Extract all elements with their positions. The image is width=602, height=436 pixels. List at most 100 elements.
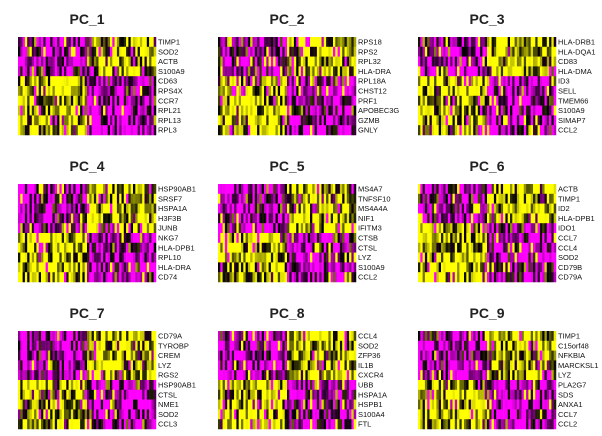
gene-label: ACTB <box>158 57 178 66</box>
heatmap-cell <box>137 66 141 77</box>
heatmap-cell <box>296 105 299 116</box>
heatmap-cell <box>539 86 543 97</box>
heatmap-cell <box>337 56 341 67</box>
heatmap-cell <box>75 76 79 87</box>
heatmap-cell <box>521 37 525 48</box>
heatmap-cell <box>339 389 343 400</box>
heatmap-cell <box>535 66 538 77</box>
heatmap-cell <box>353 184 357 195</box>
heatmap-cell <box>305 37 308 48</box>
heatmap-cell <box>464 233 467 244</box>
heatmap-cell <box>280 105 283 116</box>
heatmap-cell <box>105 46 108 57</box>
heatmap-cell <box>77 242 81 253</box>
heatmap-cell <box>241 380 244 391</box>
heatmap-cell <box>310 223 313 234</box>
heatmap-cell <box>220 350 223 361</box>
heatmap-cell <box>441 340 444 351</box>
heatmap-cell <box>137 331 141 342</box>
heatmap-cell <box>137 46 141 57</box>
heatmap-cell <box>89 86 92 97</box>
heatmap-cell <box>505 272 508 283</box>
heatmap-cell <box>533 242 536 253</box>
heatmap-cell <box>112 380 115 391</box>
heatmap-cell <box>482 184 485 195</box>
heatmap-cell <box>68 350 72 361</box>
heatmap-cell <box>112 125 115 136</box>
heatmap-cell <box>319 125 322 136</box>
heatmap-cell <box>64 37 67 48</box>
heatmap-cell <box>549 242 552 253</box>
heatmap-cell <box>87 399 90 410</box>
heatmap-cell <box>526 331 529 342</box>
heatmap-cell <box>261 56 265 67</box>
heatmap-cell <box>268 76 272 87</box>
heatmap-cell <box>98 331 102 342</box>
heatmap-cell <box>220 95 223 106</box>
heatmap-cell <box>484 340 488 351</box>
heatmap-cell <box>259 66 262 77</box>
gene-label: ACTB <box>558 185 578 194</box>
heatmap-cell <box>314 213 318 224</box>
heatmap-cell <box>461 56 465 67</box>
heatmap-cell <box>220 66 223 77</box>
heatmap-cell <box>137 380 141 391</box>
heatmap-cell <box>144 252 148 263</box>
heatmap-cell <box>98 272 102 283</box>
heatmap-cell <box>259 262 262 273</box>
heatmap-cell <box>530 115 534 126</box>
heatmap-cell <box>20 115 23 126</box>
heatmap-cell <box>454 125 458 136</box>
heatmap-cell <box>505 262 508 273</box>
heatmap-cell <box>220 419 223 430</box>
heatmap-cell <box>36 213 39 224</box>
heatmap-cell <box>434 262 437 273</box>
heatmap-cell <box>231 66 235 77</box>
heatmap-cell <box>303 380 306 391</box>
heatmap-cell <box>241 203 244 214</box>
heatmap-cell <box>427 125 430 136</box>
heatmap-cell <box>418 66 421 77</box>
heatmap-cell <box>542 242 545 253</box>
heatmap-cell <box>151 272 154 283</box>
heatmap-cell <box>241 350 244 361</box>
heatmap-cell <box>87 193 90 204</box>
heatmap-cell <box>512 223 515 234</box>
heatmap-cell <box>89 184 92 195</box>
heatmap-cell <box>112 76 115 87</box>
heatmap-cell <box>305 350 308 361</box>
heatmap-cell <box>457 184 460 195</box>
heatmap-cell <box>441 213 444 224</box>
heatmap-cell <box>227 409 230 420</box>
heatmap-cell <box>553 125 557 136</box>
heatmap-cell <box>91 125 95 136</box>
heatmap-cell <box>487 184 490 195</box>
heatmap-cell <box>18 76 21 87</box>
heatmap-cell <box>20 340 23 351</box>
heatmap-cell <box>519 223 522 234</box>
heatmap-cell <box>500 105 504 116</box>
heatmap-cell <box>484 252 488 263</box>
heatmap-cell <box>107 370 111 381</box>
heatmap-cell <box>222 203 226 214</box>
heatmap-cell <box>57 331 60 342</box>
heatmap-cell <box>321 203 325 214</box>
heatmap-cell <box>149 242 152 253</box>
heatmap-cell <box>431 76 435 87</box>
heatmap-cell <box>91 203 95 214</box>
heatmap-cell <box>84 252 88 263</box>
heatmap-cell <box>335 380 338 391</box>
heatmap-cell <box>130 203 134 214</box>
heatmap-cell <box>222 419 226 430</box>
heatmap-cell <box>38 46 42 57</box>
heatmap-cell <box>98 37 102 48</box>
heatmap-cell <box>59 252 62 263</box>
heatmap-cell <box>68 360 72 371</box>
heatmap-cell <box>64 242 67 253</box>
heatmap-cell <box>484 213 488 224</box>
heatmap-cell <box>61 262 65 273</box>
heatmap-cell <box>521 193 525 204</box>
heatmap-cell <box>220 203 223 214</box>
heatmap-cell <box>273 233 276 244</box>
heatmap-cell <box>353 56 357 67</box>
